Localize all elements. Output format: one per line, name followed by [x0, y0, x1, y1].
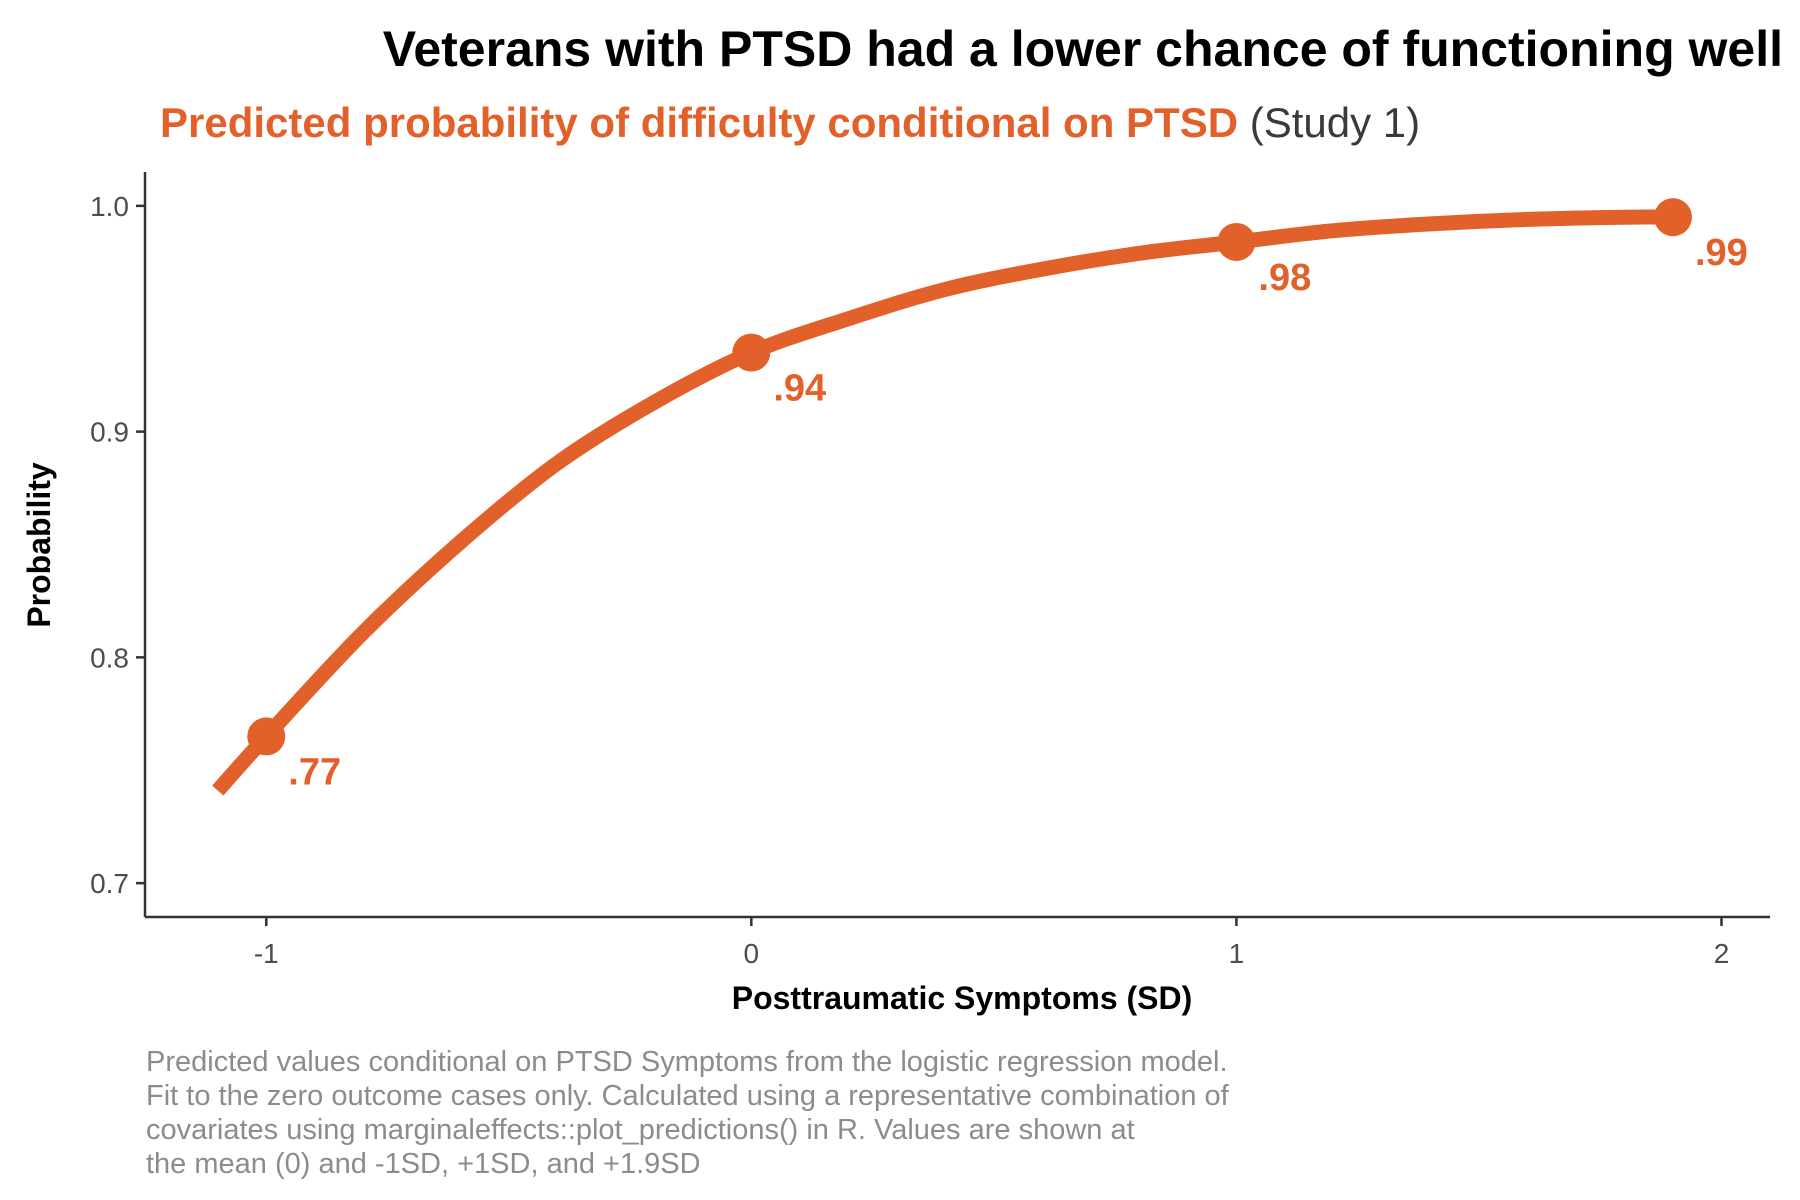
data-label: .98	[1258, 257, 1311, 299]
data-point	[1653, 198, 1692, 237]
data-point	[247, 717, 286, 756]
caption-line: the mean (0) and -1SD, +1SD, and +1.9SD	[146, 1148, 701, 1180]
chart-subtitle: Predicted probability of difficulty cond…	[160, 99, 1420, 146]
x-axis-title: Posttraumatic Symptoms (SD)	[732, 980, 1193, 1016]
chart-title: Veterans with PTSD had a lower chance of…	[383, 21, 1783, 77]
x-tick-label: 2	[1714, 938, 1730, 969]
plot-area: .77 .94 .98 .99	[212, 198, 1748, 796]
caption: Predicted values conditional on PTSD Sym…	[146, 1046, 1230, 1180]
data-label: .99	[1695, 232, 1748, 274]
data-point	[1217, 222, 1256, 261]
subtitle-highlight: Predicted probability of difficulty cond…	[160, 99, 1238, 146]
y-tick-label: 0.7	[90, 868, 129, 899]
data-label: .94	[773, 368, 826, 410]
data-point	[732, 333, 771, 372]
caption-line: covariates using marginaleffects::plot_p…	[146, 1114, 1135, 1146]
axes	[143, 172, 1770, 919]
x-tick-label: 1	[1229, 938, 1245, 969]
y-tick-label: 1.0	[90, 191, 129, 222]
y-axis-ticks: 0.7 0.8 0.9 1.0	[90, 191, 145, 899]
x-tick-label: -1	[254, 938, 279, 969]
y-axis-title: Probability	[21, 462, 57, 628]
x-axis-ticks: -1 0 1 2	[254, 917, 1729, 969]
prediction-line	[212, 209, 1674, 796]
data-label: .77	[288, 751, 341, 793]
caption-line: Fit to the zero outcome cases only. Calc…	[146, 1080, 1230, 1112]
caption-line: Predicted values conditional on PTSD Sym…	[146, 1046, 1228, 1078]
y-tick-label: 0.8	[90, 642, 129, 673]
x-tick-label: 0	[744, 938, 760, 969]
y-tick-label: 0.9	[90, 417, 129, 448]
subtitle-rest: (Study 1)	[1238, 99, 1420, 146]
